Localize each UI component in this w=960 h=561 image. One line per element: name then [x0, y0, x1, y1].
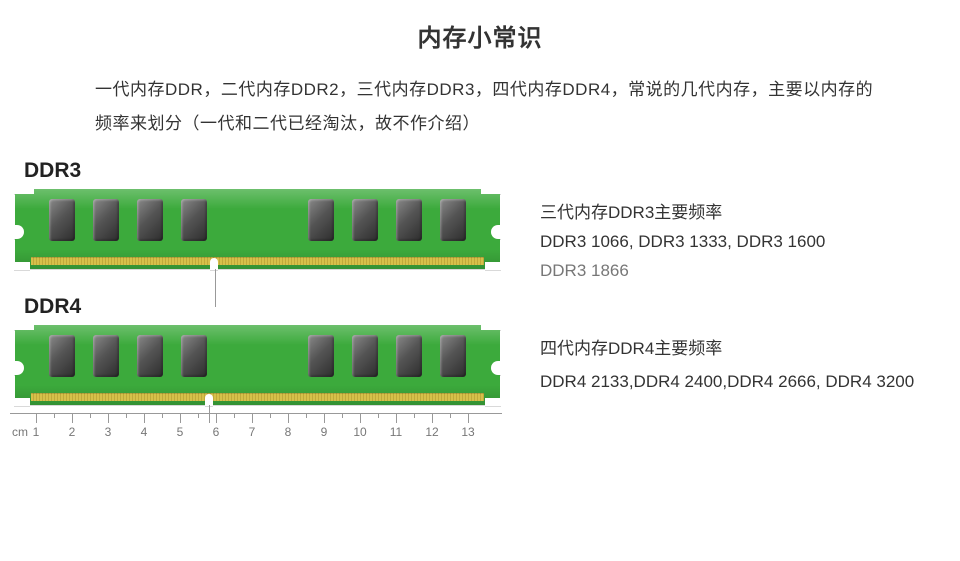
ruler-tick-label: 9: [321, 425, 328, 439]
ddr3-module: [15, 189, 500, 269]
pcb-notch: [481, 188, 501, 194]
ruler-tick-major: [216, 413, 217, 423]
ruler-tick-minor: [90, 413, 91, 418]
pcb-notch: [485, 398, 501, 406]
ruler-tick-minor: [54, 413, 55, 418]
ddr3-desc-2: DDR3 1066, DDR3 1333, DDR3 1600: [540, 228, 950, 255]
ruler-tick-minor: [270, 413, 271, 418]
ruler-tick-label: 2: [69, 425, 76, 439]
ruler-tick-major: [396, 413, 397, 423]
ddr3-notch-pointer: [215, 269, 216, 307]
ruler-tick-label: 6: [213, 425, 220, 439]
ddr4-label: DDR4: [24, 295, 960, 319]
chip-row: [15, 199, 500, 243]
chip-group: [49, 335, 207, 379]
ruler-tick-major: [432, 413, 433, 423]
ruler-tick-minor: [342, 413, 343, 418]
ruler-tick-major: [288, 413, 289, 423]
ruler-tick-label: 4: [141, 425, 148, 439]
ram-contacts: [31, 257, 484, 265]
ram-chip: [49, 335, 75, 377]
ram-chip: [49, 199, 75, 241]
ruler-tick-major: [252, 413, 253, 423]
ddr4-row: cm 12345678910111213 四代内存DDR4主要频率 DDR4 2…: [0, 325, 960, 443]
pcb-notch: [14, 262, 30, 270]
ram-chip: [137, 335, 163, 377]
ruler-tick-label: 3: [105, 425, 112, 439]
ruler-tick-minor: [126, 413, 127, 418]
intro-text: 一代内存DDR，二代内存DDR2，三代内存DDR3，四代内存DDR4，常说的几代…: [0, 53, 960, 151]
ddr3-desc-3: DDR3 1866: [540, 257, 950, 284]
ruler-tick-major: [360, 413, 361, 423]
ruler-tick-major: [144, 413, 145, 423]
ruler-unit-label: cm: [12, 425, 28, 439]
ruler-tick-label: 10: [353, 425, 366, 439]
ram-chip: [396, 199, 422, 241]
ruler-tick-label: 12: [425, 425, 438, 439]
ruler-axis: [10, 413, 502, 414]
ruler-tick-major: [468, 413, 469, 423]
ruler-tick-label: 5: [177, 425, 184, 439]
ram-chip: [440, 199, 466, 241]
ruler-tick-minor: [162, 413, 163, 418]
ddr4-module: [15, 325, 500, 405]
ram-contacts: [31, 393, 484, 401]
ruler-tick-major: [72, 413, 73, 423]
ruler-tick-minor: [414, 413, 415, 418]
pcb-notch: [481, 324, 501, 330]
ruler-tick-label: 7: [249, 425, 256, 439]
chip-row: [15, 335, 500, 379]
ruler-tick-label: 1: [33, 425, 40, 439]
ddr3-desc-1: 三代内存DDR3主要频率: [540, 199, 950, 226]
ram-chip: [181, 199, 207, 241]
ram-chip: [93, 335, 119, 377]
ram-chip: [308, 335, 334, 377]
ruler-tick-major: [108, 413, 109, 423]
ram-chip: [93, 199, 119, 241]
ruler-tick-minor: [306, 413, 307, 418]
ruler-tick-minor: [234, 413, 235, 418]
pcb-notch: [14, 398, 30, 406]
ddr3-row: 三代内存DDR3主要频率 DDR3 1066, DDR3 1333, DDR3 …: [0, 189, 960, 287]
chip-group: [49, 199, 207, 243]
ruler-tick-minor: [450, 413, 451, 418]
ruler: cm 12345678910111213: [10, 413, 502, 443]
chip-group: [308, 199, 466, 243]
pcb-notch: [14, 324, 34, 330]
pcb-notch: [485, 262, 501, 270]
ram-chip: [440, 335, 466, 377]
ddr3-label: DDR3: [24, 159, 960, 183]
ram-chip: [396, 335, 422, 377]
ruler-tick-major: [180, 413, 181, 423]
ram-chip: [352, 335, 378, 377]
ram-chip: [137, 199, 163, 241]
ruler-tick-label: 13: [461, 425, 474, 439]
ddr4-desc-1: 四代内存DDR4主要频率: [540, 335, 950, 362]
ddr4-desc-2: DDR4 2133,DDR4 2400,DDR4 2666, DDR4 3200: [540, 368, 950, 395]
ruler-tick-label: 11: [390, 425, 402, 439]
ruler-tick-minor: [198, 413, 199, 418]
ruler-tick-label: 8: [285, 425, 292, 439]
chip-group: [308, 335, 466, 379]
ram-chip: [308, 199, 334, 241]
key-notch: [210, 258, 218, 270]
ram-chip: [181, 335, 207, 377]
ruler-tick-major: [36, 413, 37, 423]
page-title: 内存小常识: [0, 0, 960, 53]
ruler-tick-major: [324, 413, 325, 423]
ruler-tick-minor: [378, 413, 379, 418]
pcb-notch: [14, 188, 34, 194]
ram-chip: [352, 199, 378, 241]
